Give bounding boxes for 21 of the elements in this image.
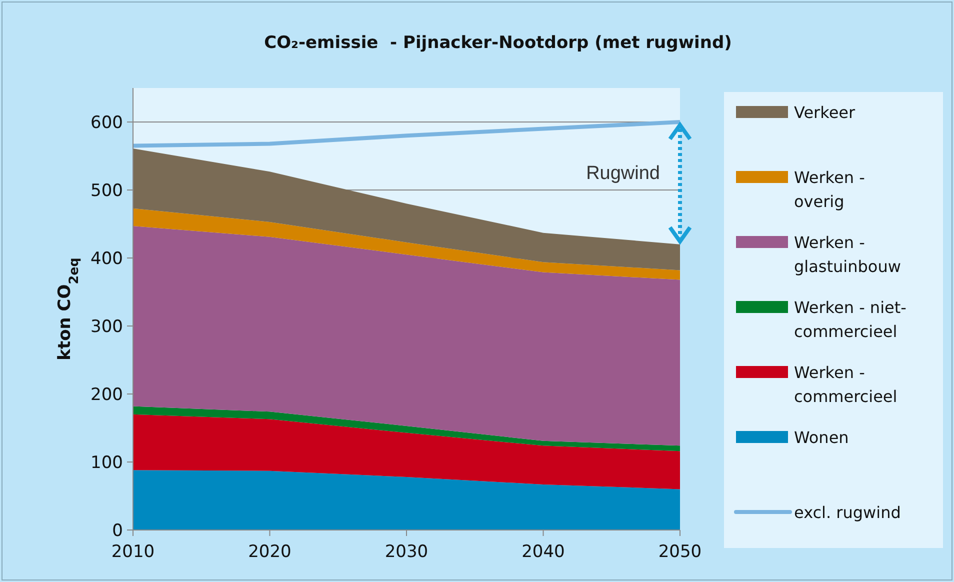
x-tick-label: 2020 [248, 542, 292, 562]
legend-label: Werken - glastuinbouw [794, 233, 901, 276]
legend-label: Wonen [794, 428, 849, 447]
y-tick-label: 400 [90, 248, 123, 269]
y-tick-label: 500 [90, 180, 123, 201]
y-tick-label: 0 [112, 520, 123, 541]
x-tick-label: 2030 [384, 542, 428, 562]
y-tick-label: 200 [90, 384, 123, 405]
x-tick-label: 2050 [658, 542, 702, 562]
x-tick-label: 2010 [111, 542, 155, 562]
chart-title: CO₂-emissie - Pijnacker-Nootdorp (met rugwind) [264, 33, 732, 53]
legend-label: Werken - overig [794, 168, 865, 211]
legend-label: Werken - commercieel [794, 363, 898, 406]
y-tick-label: 600 [90, 112, 123, 133]
legend-label: excl. rugwind [794, 503, 901, 522]
x-tick-label: 2040 [522, 542, 565, 562]
legend-label: Werken - niet-commercieel [794, 298, 906, 341]
annotation: Rugwind [586, 163, 660, 184]
legend-label: Verkeer [794, 103, 856, 122]
y-tick-label: 100 [90, 452, 123, 473]
y-tick-label: 300 [90, 316, 123, 337]
